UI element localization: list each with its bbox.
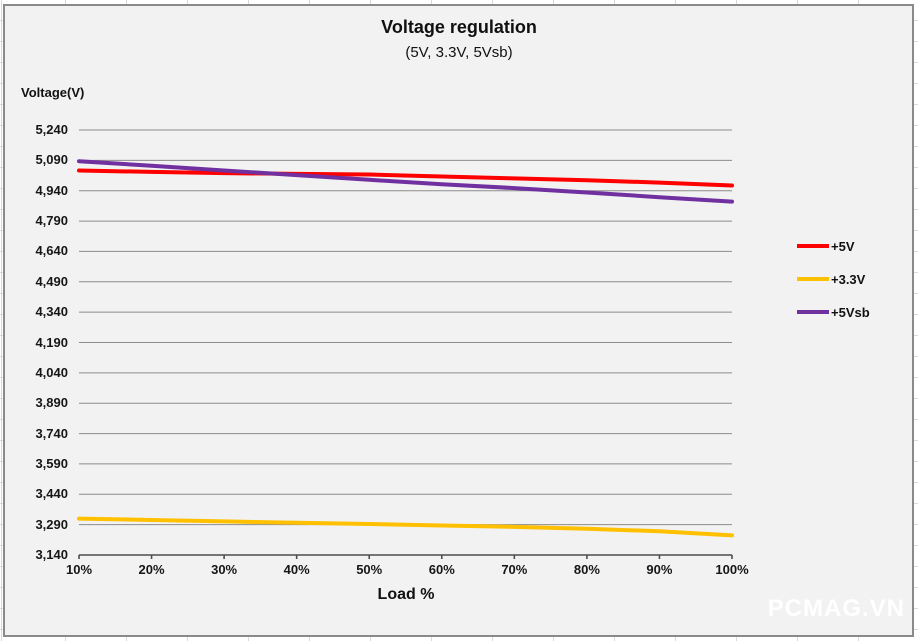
y-tick-label: 4,040: [35, 364, 68, 380]
y-tick-label: 4,640: [35, 243, 68, 259]
y-tick-label: 3,740: [35, 425, 68, 441]
x-tick-label: 10%: [65, 562, 93, 577]
y-axis-title: Voltage(V): [21, 85, 85, 100]
y-tick-label: 4,790: [35, 213, 68, 229]
y-tick-label: 4,490: [35, 273, 68, 289]
x-tick-label: 50%: [356, 562, 383, 577]
x-tick-label: 100%: [715, 562, 749, 577]
x-tick-label: 40%: [283, 562, 310, 577]
legend-swatch-3v3-line: [797, 277, 829, 281]
legend-item-3v3: +3.3V: [797, 269, 870, 289]
legend-swatch-5v-line: [797, 244, 829, 248]
x-tick-label: 70%: [501, 562, 528, 577]
chart-title: Voltage regulation: [381, 17, 537, 37]
y-tick-label: 3,140: [35, 547, 68, 562]
legend-label-5v: +5V: [831, 238, 855, 254]
legend-label-3v3: +3.3V: [831, 271, 866, 287]
x-tick-label: 80%: [573, 562, 600, 577]
watermark: PCMAG.VN: [767, 595, 905, 622]
y-tick-label: 3,890: [35, 395, 68, 411]
x-tick-label: 90%: [646, 562, 673, 577]
y-tick-label: 5,090: [35, 152, 68, 168]
y-tick-label: 4,190: [35, 334, 68, 350]
legend-swatch-5vsb-line: [797, 310, 829, 314]
legend-item-5v: +5V: [797, 236, 870, 256]
y-tick-label: 4,940: [35, 182, 68, 198]
y-tick-label: 5,240: [35, 122, 68, 137]
x-tick-label: 30%: [211, 562, 238, 577]
y-tick-label: 3,440: [35, 486, 68, 502]
legend-label-5vsb: +5Vsb: [831, 304, 870, 320]
y-tick-label: 3,590: [35, 455, 68, 471]
chart-subtitle: (5V, 3.3V, 5Vsb): [405, 44, 513, 61]
x-tick-label: 60%: [428, 562, 455, 577]
legend-item-5vsb: +5Vsb: [797, 302, 870, 322]
legend: +5V +3.3V +5Vsb: [797, 236, 870, 335]
x-axis-title: Load %: [377, 586, 435, 603]
y-tick-label: 4,340: [35, 304, 68, 320]
y-tick-label: 3,290: [35, 516, 68, 532]
x-tick-label: 20%: [138, 562, 165, 577]
